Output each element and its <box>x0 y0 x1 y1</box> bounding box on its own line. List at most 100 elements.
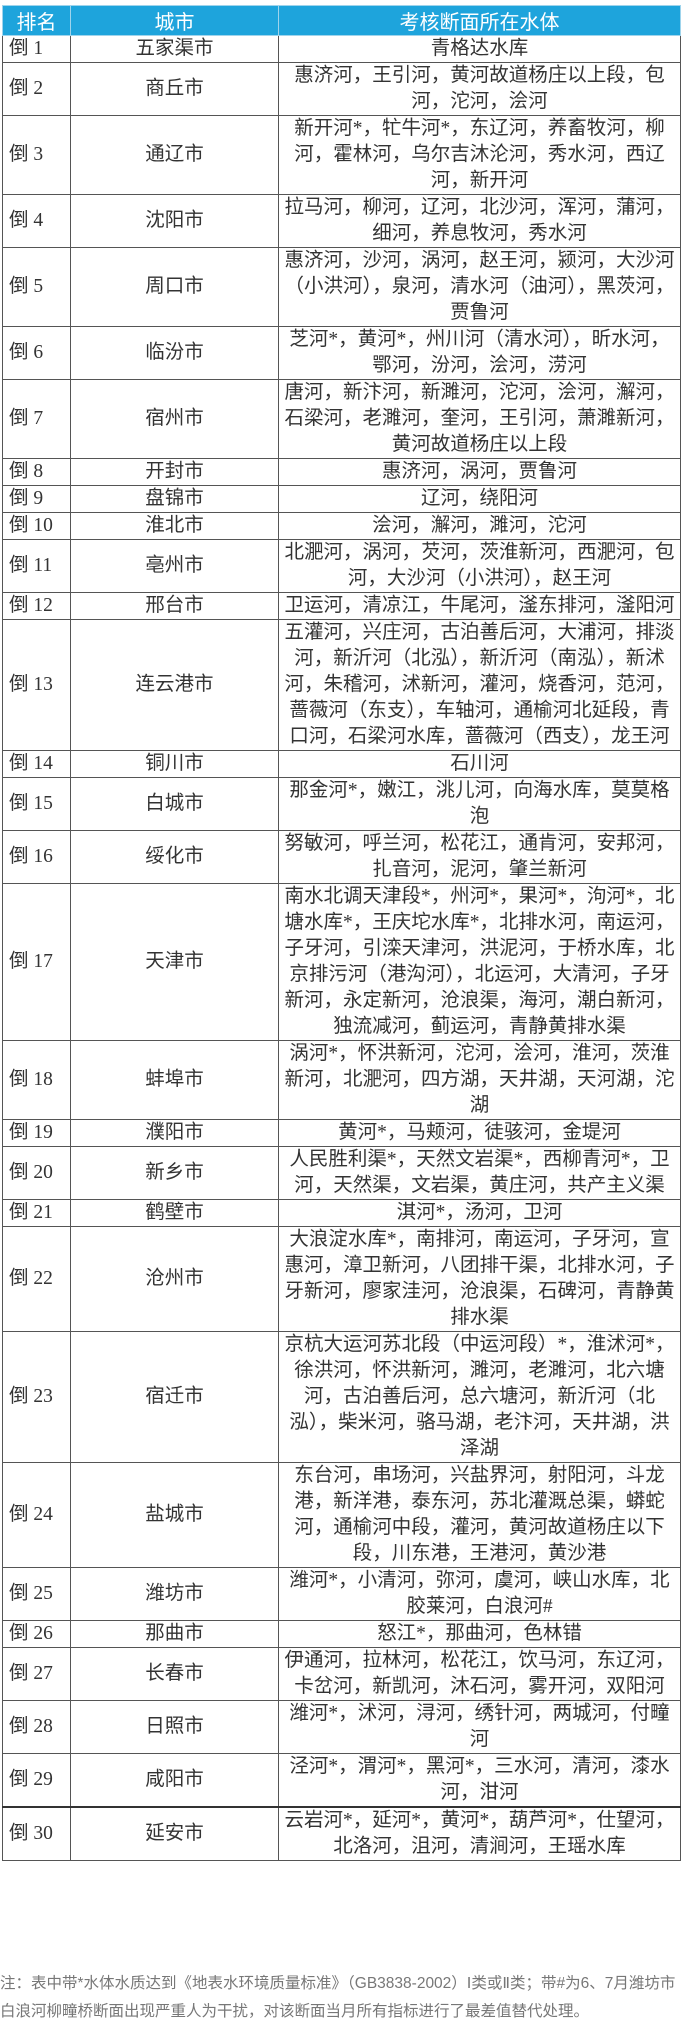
rank-cell: 倒 10 <box>2 512 71 540</box>
city-cell: 周口市 <box>70 247 279 327</box>
water-cell: 惠济河，涡河，贾鲁河 <box>278 458 681 486</box>
table-body: 倒 1 五家渠市 青格达水库倒 2 商丘市 惠济河，王引河，黄河故道杨庄以上段，包河，沱… <box>2 35 681 1861</box>
table-row: 倒 11 亳州市 北淝河，涡河，芡河，茨淮新河，西淝河，包河，大沙河（小洪河），赵王… <box>2 539 681 593</box>
rank-cell: 倒 15 <box>2 777 71 831</box>
city-cell: 鹤壁市 <box>70 1199 279 1227</box>
rank-cell: 倒 24 <box>2 1462 71 1568</box>
city-cell: 亳州市 <box>70 539 279 593</box>
rank-cell: 倒 27 <box>2 1647 71 1701</box>
water-cell: 惠济河，沙河，涡河，赵王河，颍河，大沙河（小洪河），泉河，清水河（油河），黑茨河… <box>278 247 681 327</box>
ranking-table: 排名 城市 考核断面所在水体 倒 1 五家渠市 青格达水库倒 2 商丘市 惠济河，王引河… <box>2 5 681 1861</box>
table-row: 倒 18 蚌埠市 涡河*，怀洪新河，沱河，浍河，淮河，茨淮新河，北淝河，四方湖，天井… <box>2 1040 681 1120</box>
table-row: 倒 20 新乡市 人民胜利渠*，天然文岩渠*，西柳青河*，卫河，天然渠，文岩渠，黄庄… <box>2 1146 681 1200</box>
table-row: 倒 21 鹤壁市 淇河*，汤河，卫河 <box>2 1199 681 1227</box>
table-row: 倒 24 盐城市 东台河，串场河，兴盐界河，射阳河，斗龙港，新洋港，泰东河，苏北灌溉… <box>2 1462 681 1568</box>
header-city: 城市 <box>70 5 279 36</box>
city-cell: 沈阳市 <box>70 194 279 248</box>
rank-cell: 倒 30 <box>2 1806 71 1861</box>
table-row: 倒 16 绥化市 努敏河，呼兰河，松花江，通肯河，安邦河，扎音河，泥河，肇兰新河 <box>2 830 681 884</box>
city-cell: 延安市 <box>70 1806 279 1861</box>
water-cell: 云岩河*，延河*，黄河*，葫芦河*，仕望河，北洛河，沮河，清涧河，王瑶水库 <box>278 1806 681 1861</box>
table-row: 倒 3 通辽市 新开河*，牤牛河*，东辽河，养畜牧河，柳河，霍林河，乌尔吉沐沦河，秀… <box>2 115 681 195</box>
city-cell: 连云港市 <box>70 619 279 751</box>
table-row: 倒 27 长春市 伊通河，拉林河，松花江，饮马河，东辽河，卡岔河，新凯河，沐石河，雾… <box>2 1647 681 1701</box>
table-row: 倒 19 濮阳市 黄河*，马颊河，徒骇河，金堤河 <box>2 1119 681 1147</box>
rank-cell: 倒 11 <box>2 539 71 593</box>
water-cell: 新开河*，牤牛河*，东辽河，养畜牧河，柳河，霍林河，乌尔吉沐沦河，秀水河，西辽河… <box>278 115 681 195</box>
city-cell: 邢台市 <box>70 592 279 620</box>
table-row: 倒 25 潍坊市 潍河*，小清河，弥河，虞河，峡山水库，北胶莱河，白浪河# <box>2 1567 681 1621</box>
city-cell: 铜川市 <box>70 750 279 778</box>
city-cell: 白城市 <box>70 777 279 831</box>
table-row: 倒 29 咸阳市 泾河*，渭河*，黑河*，三水河，清河，漆水河，泔河 <box>2 1753 681 1808</box>
table-row: 倒 7 宿州市 唐河，新汴河，新濉河，沱河，浍河，澥河，石梁河，老濉河，奎河，王引河… <box>2 379 681 459</box>
water-cell: 人民胜利渠*，天然文岩渠*，西柳青河*，卫河，天然渠，文岩渠，黄庄河，共产主义渠 <box>278 1146 681 1200</box>
header-rank: 排名 <box>2 5 71 36</box>
rank-cell: 倒 21 <box>2 1199 71 1227</box>
city-cell: 五家渠市 <box>70 35 279 63</box>
city-cell: 濮阳市 <box>70 1119 279 1147</box>
table-row: 倒 1 五家渠市 青格达水库 <box>2 35 681 63</box>
table-row: 倒 26 那曲市 怒江*，那曲河，色林错 <box>2 1620 681 1648</box>
rank-cell: 倒 1 <box>2 35 71 63</box>
city-cell: 日照市 <box>70 1700 279 1754</box>
water-cell: 拉马河，柳河，辽河，北沙河，浑河，蒲河，细河，养息牧河，秀水河 <box>278 194 681 248</box>
rank-cell: 倒 18 <box>2 1040 71 1120</box>
water-cell: 京杭大运河苏北段（中运河段）*，淮沭河*，徐洪河，怀洪新河，濉河，老濉河，北六塘… <box>278 1331 681 1463</box>
city-cell: 绥化市 <box>70 830 279 884</box>
table-header: 排名 城市 考核断面所在水体 <box>2 5 681 36</box>
city-cell: 淮北市 <box>70 512 279 540</box>
water-cell: 南水北调天津段*，州河*，果河*，泃河*，北塘水库*，王庆坨水库*，北排水河，南… <box>278 883 681 1041</box>
rank-cell: 倒 23 <box>2 1331 71 1463</box>
water-cell: 那金河*，嫩江，洮儿河，向海水库，莫莫格泡 <box>278 777 681 831</box>
city-cell: 长春市 <box>70 1647 279 1701</box>
rank-cell: 倒 25 <box>2 1567 71 1621</box>
table-row: 倒 28 日照市 潍河*，沭河，浔河，绣针河，两城河，付疃河 <box>2 1700 681 1754</box>
city-cell: 蚌埠市 <box>70 1040 279 1120</box>
water-cell: 惠济河，王引河，黄河故道杨庄以上段，包河，沱河，浍河 <box>278 62 681 116</box>
water-cell: 北淝河，涡河，芡河，茨淮新河，西淝河，包河，大沙河（小洪河），赵王河 <box>278 539 681 593</box>
water-cell: 浍河，澥河，濉河，沱河 <box>278 512 681 540</box>
rank-cell: 倒 6 <box>2 326 71 380</box>
table-row: 倒 13 连云港市 五灌河，兴庄河，古泊善后河，大浦河，排淡河，新沂河（北泓），新沂… <box>2 619 681 751</box>
city-cell: 盐城市 <box>70 1462 279 1568</box>
footnote: 注：表中带*水体水质达到《地表水环境质量标准》（GB3838-2002）Ⅰ类或Ⅱ… <box>0 1975 676 2020</box>
table-row: 倒 14 铜川市 石川河 <box>2 750 681 778</box>
table-row: 倒 15 白城市 那金河*，嫩江，洮儿河，向海水库，莫莫格泡 <box>2 777 681 831</box>
water-cell: 潍河*，沭河，浔河，绣针河，两城河，付疃河 <box>278 1700 681 1754</box>
rank-cell: 倒 5 <box>2 247 71 327</box>
water-cell: 黄河*，马颊河，徒骇河，金堤河 <box>278 1119 681 1147</box>
table-row: 倒 30 延安市 云岩河*，延河*，黄河*，葫芦河*，仕望河，北洛河，沮河，清涧河，… <box>2 1806 681 1861</box>
rank-cell: 倒 12 <box>2 592 71 620</box>
water-cell: 辽河，绕阳河 <box>278 485 681 513</box>
rank-cell: 倒 29 <box>2 1753 71 1808</box>
water-cell: 努敏河，呼兰河，松花江，通肯河，安邦河，扎音河，泥河，肇兰新河 <box>278 830 681 884</box>
rank-cell: 倒 2 <box>2 62 71 116</box>
rank-cell: 倒 9 <box>2 485 71 513</box>
water-cell: 大浪淀水库*，南排河，南运河，子牙河，宣惠河，漳卫新河，八团排干渠，北排水河，子… <box>278 1226 681 1332</box>
table-row: 倒 8 开封市 惠济河，涡河，贾鲁河 <box>2 458 681 486</box>
rank-cell: 倒 17 <box>2 883 71 1041</box>
water-cell: 涡河*，怀洪新河，沱河，浍河，淮河，茨淮新河，北淝河，四方湖，天井湖，天河湖，沱… <box>278 1040 681 1120</box>
water-cell: 泾河*，渭河*，黑河*，三水河，清河，漆水河，泔河 <box>278 1753 681 1808</box>
city-cell: 新乡市 <box>70 1146 279 1200</box>
city-cell: 沧州市 <box>70 1226 279 1332</box>
rank-cell: 倒 3 <box>2 115 71 195</box>
table-row: 倒 4 沈阳市 拉马河，柳河，辽河，北沙河，浑河，蒲河，细河，养息牧河，秀水河 <box>2 194 681 248</box>
city-cell: 临汾市 <box>70 326 279 380</box>
water-cell: 潍河*，小清河，弥河，虞河，峡山水库，北胶莱河，白浪河# <box>278 1567 681 1621</box>
city-cell: 商丘市 <box>70 62 279 116</box>
city-cell: 咸阳市 <box>70 1753 279 1808</box>
city-cell: 宿迁市 <box>70 1331 279 1463</box>
rank-cell: 倒 28 <box>2 1700 71 1754</box>
table-row: 倒 6 临汾市 芝河*，黄河*，州川河（清水河），昕水河，鄂河，汾河，浍河，涝河 <box>2 326 681 380</box>
rank-cell: 倒 14 <box>2 750 71 778</box>
water-cell: 伊通河，拉林河，松花江，饮马河，东辽河，卡岔河，新凯河，沐石河，雾开河，双阳河 <box>278 1647 681 1701</box>
city-cell: 开封市 <box>70 458 279 486</box>
table-row: 倒 12 邢台市 卫运河，清凉江，牛尾河，滏东排河，滏阳河 <box>2 592 681 620</box>
rank-cell: 倒 8 <box>2 458 71 486</box>
water-cell: 石川河 <box>278 750 681 778</box>
rank-cell: 倒 7 <box>2 379 71 459</box>
rank-cell: 倒 22 <box>2 1226 71 1332</box>
table-row: 倒 10 淮北市 浍河，澥河，濉河，沱河 <box>2 512 681 540</box>
